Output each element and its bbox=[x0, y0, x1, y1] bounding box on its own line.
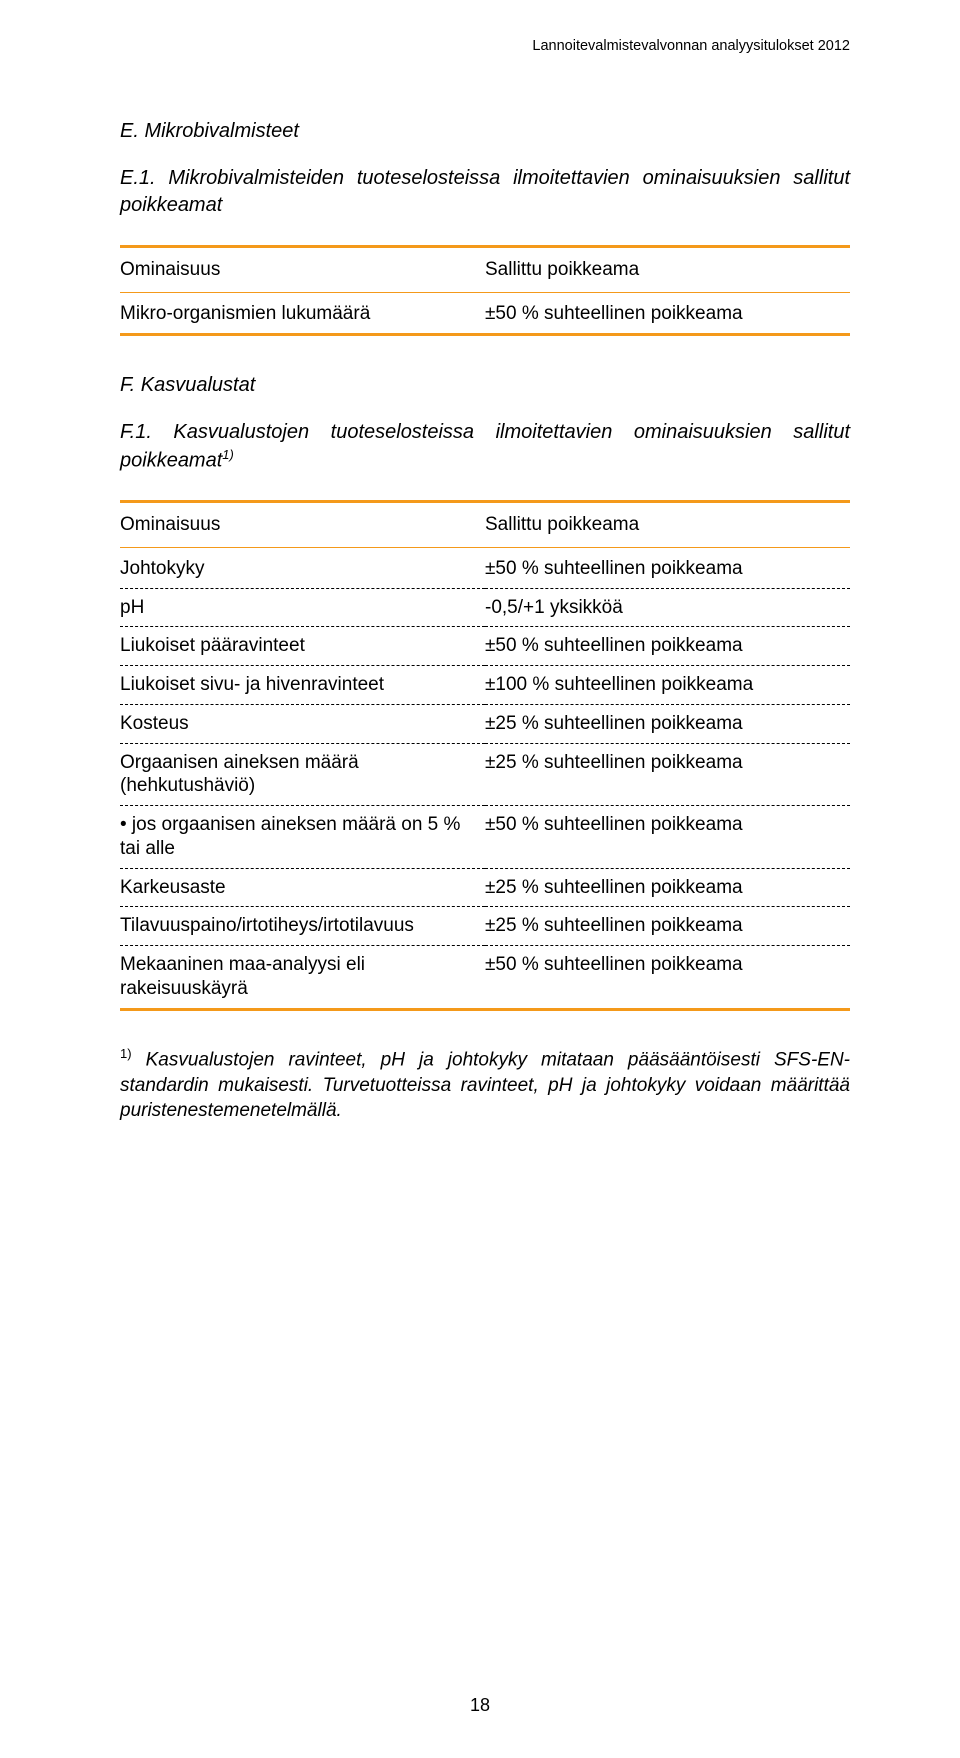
section-f1-sup: 1) bbox=[222, 447, 234, 462]
table-f1-cell: ±50 % suhteellinen poikkeama bbox=[485, 946, 850, 1008]
table-f1-cell: ±25 % suhteellinen poikkeama bbox=[485, 907, 850, 946]
table-e1-header-left: Ominaisuus bbox=[120, 248, 485, 292]
table-f1-cell: Johtokyky bbox=[120, 550, 485, 588]
document-page: Lannoitevalmistevalvonnan analyysituloks… bbox=[0, 0, 960, 1758]
running-header: Lannoitevalmistevalvonnan analyysituloks… bbox=[532, 38, 850, 54]
table-e1-cell: Mikro-organismien lukumäärä bbox=[120, 295, 485, 333]
table-f1-cell: ±50 % suhteellinen poikkeama bbox=[485, 550, 850, 588]
table-e1-cell: ±50 % suhteellinen poikkeama bbox=[485, 295, 850, 333]
table-f1: Ominaisuus Sallittu poikkeama Johtokyky … bbox=[120, 500, 850, 1011]
table-f1-cell: • jos orgaanisen aineksen määrä on 5 % t… bbox=[120, 806, 485, 869]
table-f1-cell: ±100 % suhteellinen poikkeama bbox=[485, 666, 850, 705]
table-f1-cell: -0,5/+1 yksikköä bbox=[485, 588, 850, 627]
footnote-text: Kasvualustojen ravinteet, pH ja johtokyk… bbox=[120, 1049, 850, 1121]
table-f1-cell: pH bbox=[120, 588, 485, 627]
page-number: 18 bbox=[470, 1695, 490, 1716]
section-e-heading: E. Mikrobivalmisteet bbox=[120, 120, 850, 143]
table-f1-cell: Liukoiset sivu- ja hivenravinteet bbox=[120, 666, 485, 705]
table-f1-cell: Mekaaninen maa-analyysi eli rakeisuuskäy… bbox=[120, 946, 485, 1008]
table-e1: Ominaisuus Sallittu poikkeama Mikro-orga… bbox=[120, 245, 850, 336]
table-f1-cell: ±50 % suhteellinen poikkeama bbox=[485, 806, 850, 869]
table-f1-cell: Tilavuuspaino/irtotiheys/irtotilavuus bbox=[120, 907, 485, 946]
section-f-heading: F. Kasvualustat bbox=[120, 374, 850, 397]
table-f1-header-left: Ominaisuus bbox=[120, 503, 485, 547]
table-f1-cell: ±25 % suhteellinen poikkeama bbox=[485, 868, 850, 907]
section-e1-heading: E.1. Mikrobivalmisteiden tuoteselosteiss… bbox=[120, 165, 850, 219]
table-f1-header-right: Sallittu poikkeama bbox=[485, 503, 850, 547]
table-f1-cell: ±25 % suhteellinen poikkeama bbox=[485, 704, 850, 743]
table-e1-header-right: Sallittu poikkeama bbox=[485, 248, 850, 292]
table-f1-cell: Liukoiset pääravinteet bbox=[120, 627, 485, 666]
section-f1-heading: F.1. Kasvualustojen tuoteselosteissa ilm… bbox=[120, 419, 850, 475]
table-f1-cell: Orgaanisen aineksen määrä (hehkutushäviö… bbox=[120, 743, 485, 806]
footnote-sup: 1) bbox=[120, 1046, 132, 1061]
table-f1-cell: Kosteus bbox=[120, 704, 485, 743]
table-f1-cell: Karkeusaste bbox=[120, 868, 485, 907]
table-f1-cell: ±50 % suhteellinen poikkeama bbox=[485, 627, 850, 666]
table-f1-cell: ±25 % suhteellinen poikkeama bbox=[485, 743, 850, 806]
footnote-f1: 1) Kasvualustojen ravinteet, pH ja johto… bbox=[120, 1045, 850, 1124]
